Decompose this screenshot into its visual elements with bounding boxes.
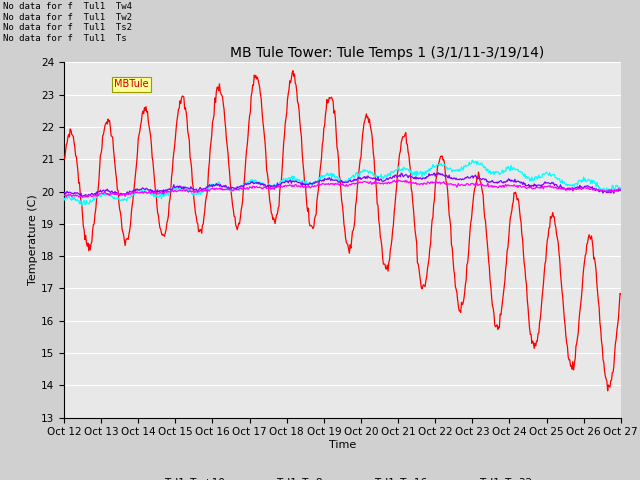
Legend: Tul1_Tw+10cm, Tul1_Ts-8cm, Tul1_Ts-16cm, Tul1_Ts-32cm: Tul1_Tw+10cm, Tul1_Ts-8cm, Tul1_Ts-16cm,… — [133, 472, 552, 480]
Text: No data for f  Tul1  Tw4
No data for f  Tul1  Tw2
No data for f  Tul1  Ts2
No da: No data for f Tul1 Tw4 No data for f Tul… — [3, 2, 132, 43]
X-axis label: Time: Time — [329, 440, 356, 450]
Y-axis label: Temperature (C): Temperature (C) — [28, 194, 38, 286]
Text: MBTule: MBTule — [114, 79, 148, 89]
Title: MB Tule Tower: Tule Temps 1 (3/1/11-3/19/14): MB Tule Tower: Tule Temps 1 (3/1/11-3/19… — [230, 46, 544, 60]
